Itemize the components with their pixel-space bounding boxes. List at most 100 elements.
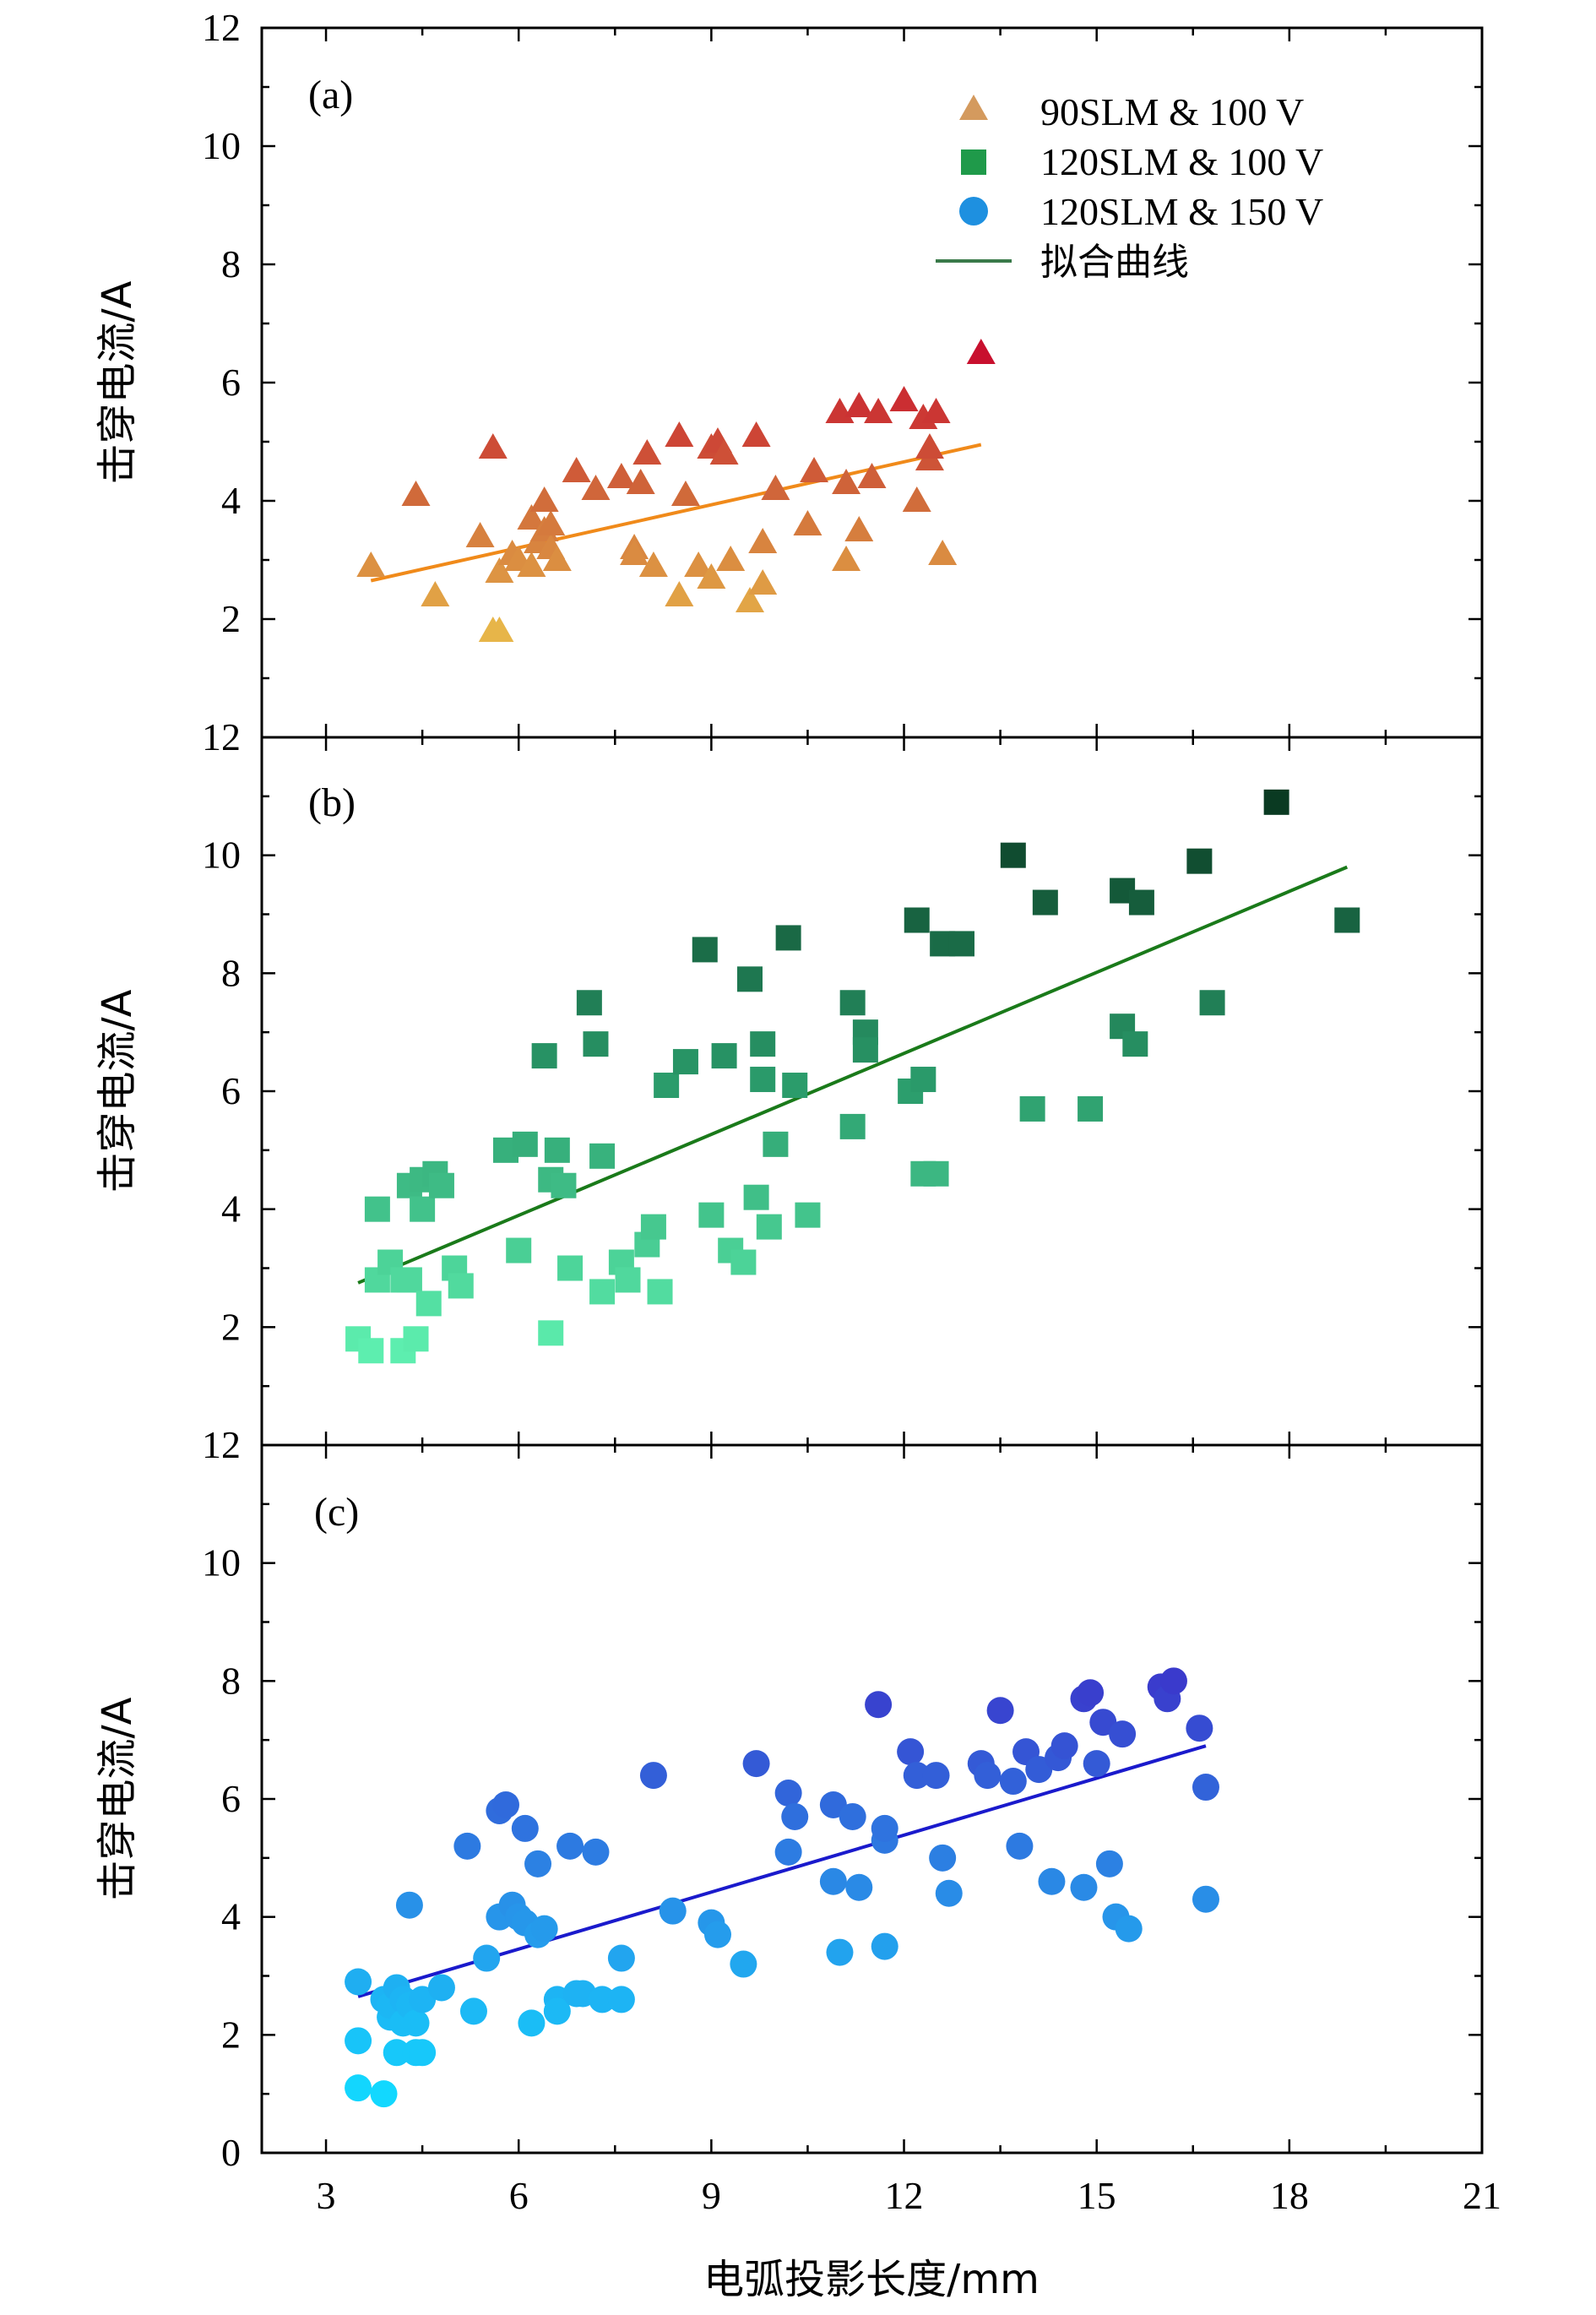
circle-point	[845, 1873, 873, 1901]
axis-ticks	[262, 26, 1484, 2155]
square-point	[647, 1279, 673, 1305]
triangle-point	[542, 546, 572, 571]
triangle-point	[832, 469, 861, 494]
y-tick-label: 8	[221, 951, 241, 994]
legend-label-1: 90SLM & 100 V	[1040, 90, 1304, 133]
legend-triangle-marker	[959, 95, 988, 120]
triangle-point	[864, 398, 893, 423]
triangle-point	[915, 433, 944, 459]
circle-point	[427, 1974, 455, 2002]
square-point	[396, 1267, 422, 1293]
triangle-point	[665, 421, 694, 447]
circle-point	[473, 1944, 501, 1972]
circle-point	[703, 1921, 731, 1948]
square-point	[583, 1031, 609, 1057]
x-tick-label: 21	[1463, 2174, 1501, 2217]
square-point	[852, 1037, 878, 1063]
square-point	[615, 1267, 641, 1293]
triangle-point	[638, 552, 668, 577]
circle-point	[974, 1762, 1002, 1790]
square-point	[428, 1172, 454, 1198]
triangle-point	[517, 504, 546, 530]
square-point	[1000, 842, 1026, 868]
circle-point	[781, 1802, 809, 1830]
circle-point	[1115, 1915, 1143, 1943]
tick-labels: 2 4 6 8 10 12 2 4 6 8 10 12 0 2 4 6 8 10 12 3 6 9 12 15 18 21	[202, 6, 1501, 2217]
square-point	[839, 990, 866, 1016]
data-points	[345, 339, 1360, 2108]
triangle-point	[529, 486, 559, 512]
circle-point	[511, 1814, 539, 1842]
y-tick-label: 2	[221, 2013, 241, 2056]
triangle-point	[697, 563, 726, 589]
triangle-point	[485, 557, 514, 583]
square-point	[750, 1067, 776, 1093]
circle-point	[459, 1997, 487, 2025]
square-point	[544, 1137, 570, 1163]
square-point	[364, 1196, 390, 1222]
x-tick-label: 6	[509, 2174, 529, 2217]
circle-point	[774, 1780, 802, 1807]
circle-point	[639, 1762, 667, 1790]
circle-point	[1192, 1774, 1219, 1801]
circle-point	[402, 2009, 430, 2037]
circle-point	[1077, 1679, 1105, 1707]
triangle-point	[562, 457, 591, 482]
triangle-point	[741, 421, 771, 447]
circle-point	[1050, 1732, 1078, 1760]
circle-point	[1006, 1832, 1034, 1860]
circle-point	[1070, 1873, 1098, 1901]
circle-point	[370, 2080, 398, 2108]
circle-point	[819, 1867, 847, 1895]
square-point	[1122, 1031, 1148, 1057]
square-point	[698, 1202, 725, 1228]
square-point	[506, 1237, 532, 1263]
triangle-point	[832, 546, 861, 571]
triangle-point	[844, 392, 874, 417]
circle-point	[383, 2039, 410, 2067]
circle-point	[826, 1938, 854, 1966]
square-point	[711, 1043, 737, 1069]
square-point	[1334, 907, 1360, 933]
x-tick-label: 15	[1078, 2174, 1116, 2217]
square-point	[782, 1073, 808, 1099]
triangle-point	[921, 398, 951, 423]
fit-line-b	[357, 865, 1349, 1285]
triangle-point	[632, 439, 662, 465]
square-point	[1032, 889, 1058, 916]
square-point	[672, 1049, 698, 1075]
circle-point	[871, 1932, 898, 1960]
x-axis-label: 电弧投影长度/mm	[703, 2256, 1040, 2303]
triangle-point	[857, 463, 887, 488]
square-point	[756, 1214, 782, 1240]
circle-point	[986, 1697, 1014, 1725]
triangle-point	[620, 540, 649, 565]
square-point	[923, 1160, 949, 1187]
triangle-point	[465, 522, 495, 547]
x-tick-label: 12	[885, 2174, 924, 2217]
circle-point	[903, 1762, 931, 1790]
square-point	[448, 1273, 474, 1299]
legend-circle-marker	[959, 197, 988, 226]
triangle-point	[684, 552, 714, 577]
square-point	[839, 1113, 866, 1139]
triangle-point	[606, 463, 636, 488]
y-tick-label: 6	[221, 1777, 241, 1820]
circle-point	[1038, 1867, 1066, 1895]
square-point	[589, 1143, 616, 1169]
square-point	[576, 990, 602, 1016]
legend-label-2: 120SLM & 100 V	[1040, 140, 1323, 183]
circle-point	[839, 1802, 866, 1830]
panel-a-tag: (a)	[308, 73, 353, 117]
triangle-point	[670, 481, 700, 506]
y-tick-label: 2	[221, 597, 241, 640]
triangle-point	[748, 569, 778, 595]
x-tick-label: 9	[702, 2174, 721, 2217]
triangle-point	[761, 475, 790, 500]
triangle-point	[709, 439, 739, 465]
triangle-point	[536, 510, 566, 535]
legend-label-3: 120SLM & 150 V	[1040, 190, 1323, 233]
square-point	[415, 1291, 442, 1317]
y-tick-label: 0	[221, 2131, 241, 2174]
